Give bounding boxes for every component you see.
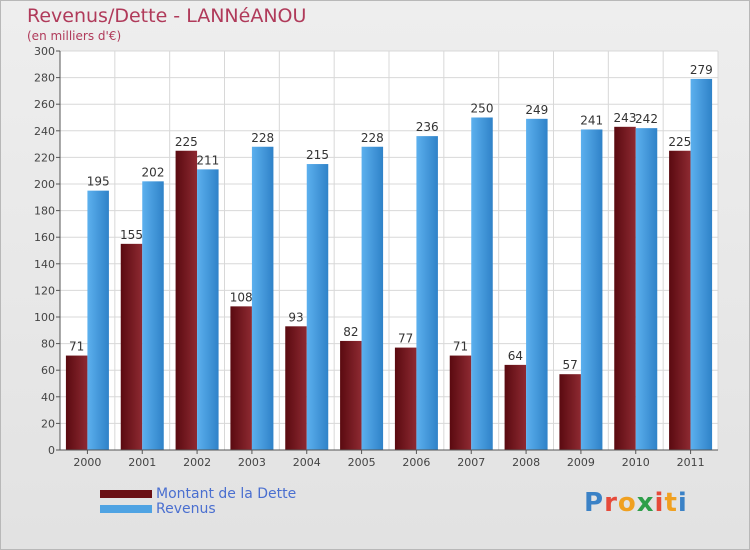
y-tick-label: 200 <box>34 178 55 191</box>
data-label-revenue-2001: 202 <box>142 165 165 179</box>
bar-revenue-2008 <box>526 118 548 450</box>
x-tick-label-2002: 2002 <box>183 456 211 469</box>
data-label-revenue-2006: 236 <box>416 120 439 134</box>
x-tick-label-2000: 2000 <box>73 456 101 469</box>
data-label-revenue-2010: 242 <box>635 112 658 126</box>
bar-debt-2011 <box>669 150 691 450</box>
data-label-debt-2005: 82 <box>343 325 358 339</box>
legend-label-debt: Montant de la Dette <box>156 485 297 502</box>
proxiti-logo: Proxiti <box>584 488 688 518</box>
data-label-debt-2010: 243 <box>614 111 637 125</box>
legend-swatch-revenue <box>100 504 152 513</box>
data-label-revenue-2003: 228 <box>251 131 274 145</box>
x-tick-label-2006: 2006 <box>402 456 430 469</box>
data-label-debt-2001: 155 <box>120 228 143 242</box>
logo-letter: r <box>604 488 618 518</box>
legend-label-revenue: Revenus <box>156 500 216 517</box>
bar-debt-2004 <box>285 326 307 450</box>
legend-item-revenue: Revenus <box>100 500 296 517</box>
data-label-debt-2002: 225 <box>175 135 198 149</box>
y-tick-label: 240 <box>34 125 55 138</box>
bar-revenue-2002 <box>197 169 219 450</box>
bar-revenue-2010 <box>635 128 658 450</box>
data-label-debt-2011: 225 <box>668 135 691 149</box>
legend: Montant de la Dette Revenus <box>100 485 297 517</box>
bar-debt-2010 <box>614 126 636 450</box>
bar-debt-2001 <box>120 243 143 450</box>
data-label-debt-2006: 77 <box>398 332 413 346</box>
data-label-revenue-2009: 241 <box>580 113 603 127</box>
data-label-debt-2003: 108 <box>230 290 253 304</box>
bar-revenue-2000 <box>87 190 109 450</box>
bar-revenue-2011 <box>690 78 713 451</box>
legend-item-debt: Montant de la Dette <box>100 485 297 502</box>
bar-debt-2000 <box>65 355 88 450</box>
data-label-revenue-2004: 215 <box>306 148 329 162</box>
y-tick-label: 120 <box>34 284 55 297</box>
bar-revenue-2006 <box>416 136 438 450</box>
x-tick-label-2008: 2008 <box>512 456 540 469</box>
bar-revenue-2004 <box>306 164 329 451</box>
logo-letter: i <box>677 488 688 518</box>
bars: 71 195 155 202 225 211 108 228 93 215 82 228 77 236 71… <box>65 63 713 451</box>
x-tick-label-2009: 2009 <box>567 456 595 469</box>
x-tick-label-2005: 2005 <box>348 456 376 469</box>
y-tick-label: 100 <box>34 311 55 324</box>
bar-debt-2005 <box>340 340 362 450</box>
x-tick-label-2010: 2010 <box>622 456 650 469</box>
bar-debt-2006 <box>394 347 417 450</box>
bar-revenue-2009 <box>580 129 603 450</box>
y-tick-label: 180 <box>34 205 55 218</box>
logo-letter: o <box>617 488 637 518</box>
bar-debt-2007 <box>449 355 472 450</box>
data-label-debt-2004: 93 <box>288 310 303 324</box>
logo-letter: x <box>636 488 655 518</box>
data-label-debt-2008: 64 <box>508 349 523 363</box>
bar-revenue-2005 <box>361 146 384 450</box>
y-tick-label: 160 <box>34 231 55 244</box>
grid <box>59 50 719 451</box>
x-tick-label-2007: 2007 <box>457 456 485 469</box>
chart-subtitle: (en milliers d'€) <box>27 29 122 43</box>
x-axis: 2000 2001 2002 2003 2004 2005 2006 2007 2008 2009… <box>60 449 718 469</box>
chart-title: Revenus/Dette - LANNéANOU <box>27 5 307 27</box>
data-label-revenue-2005: 228 <box>361 131 384 145</box>
x-tick-label-2001: 2001 <box>128 456 156 469</box>
logo-letter: t <box>664 488 678 518</box>
data-label-revenue-2011: 279 <box>690 63 713 77</box>
data-label-debt-2000: 71 <box>69 340 84 354</box>
data-label-revenue-2007: 250 <box>471 102 494 116</box>
y-tick-label: 80 <box>41 338 55 351</box>
y-tick-label: 220 <box>34 151 55 164</box>
x-tick-label-2004: 2004 <box>293 456 321 469</box>
bar-revenue-2001 <box>142 181 164 450</box>
data-label-revenue-2002: 211 <box>196 153 219 167</box>
y-tick-label: 260 <box>34 98 55 111</box>
data-label-debt-2009: 57 <box>563 358 578 372</box>
y-tick-label: 300 <box>34 45 55 58</box>
y-tick-label: 0 <box>48 444 55 457</box>
x-tick-label-2003: 2003 <box>238 456 266 469</box>
y-axis: 0 20 40 60 80 100 120 140 160 180 200 220 240 260 280 3… <box>34 45 61 457</box>
legend-swatch-debt <box>100 489 152 498</box>
bar-debt-2008 <box>504 364 527 450</box>
y-tick-label: 280 <box>34 72 55 85</box>
data-label-debt-2007: 71 <box>453 340 468 354</box>
y-tick-label: 40 <box>41 391 55 404</box>
logo-letter: P <box>584 488 605 518</box>
data-label-revenue-2000: 195 <box>87 175 110 189</box>
bar-debt-2009 <box>559 374 581 450</box>
x-tick-label-2011: 2011 <box>677 456 705 469</box>
bar-revenue-2003 <box>251 146 274 450</box>
y-tick-label: 60 <box>41 364 55 377</box>
data-label-revenue-2008: 249 <box>525 103 548 117</box>
bar-debt-2003 <box>230 306 252 450</box>
bar-debt-2002 <box>175 150 198 450</box>
bar-revenue-2007 <box>471 117 493 450</box>
logo-letter: i <box>654 488 665 518</box>
y-tick-label: 140 <box>34 258 55 271</box>
y-tick-label: 20 <box>41 417 55 430</box>
